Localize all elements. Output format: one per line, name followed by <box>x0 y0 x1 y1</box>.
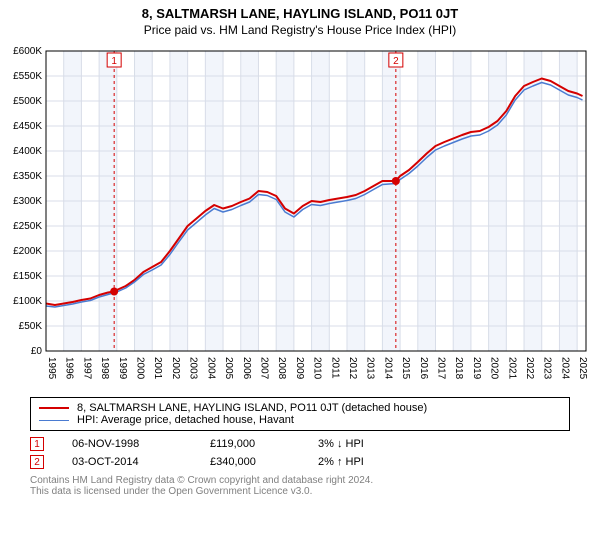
svg-text:£200K: £200K <box>13 246 42 257</box>
svg-text:£600K: £600K <box>13 46 42 57</box>
sale-marker-icon: 1 <box>30 437 44 451</box>
svg-text:£100K: £100K <box>13 296 42 307</box>
chart-subtitle: Price paid vs. HM Land Registry's House … <box>0 23 600 37</box>
svg-text:2025: 2025 <box>577 357 588 380</box>
svg-text:2011: 2011 <box>329 357 340 379</box>
svg-text:2018: 2018 <box>453 357 464 380</box>
svg-text:2001: 2001 <box>152 357 163 380</box>
price-chart: 1 2 £0 £50K £100K £150K £200K £250K £300K £350K £4… <box>0 41 600 391</box>
svg-text:2: 2 <box>393 56 399 67</box>
footer: Contains HM Land Registry data © Crown c… <box>30 475 570 497</box>
sale-hpi-delta: 3% ↓ HPI <box>318 438 364 450</box>
sale-row: 2 03-OCT-2014 £340,000 2% ↑ HPI <box>30 453 570 471</box>
footer-line: Contains HM Land Registry data © Crown c… <box>30 475 570 486</box>
svg-text:2007: 2007 <box>258 357 269 380</box>
svg-text:1998: 1998 <box>99 357 110 380</box>
sale-price: £340,000 <box>210 456 290 468</box>
svg-text:2022: 2022 <box>524 357 535 380</box>
svg-text:2024: 2024 <box>559 357 570 380</box>
svg-text:2004: 2004 <box>205 357 216 380</box>
svg-text:£150K: £150K <box>13 271 42 282</box>
svg-text:£450K: £450K <box>13 121 42 132</box>
svg-text:1997: 1997 <box>81 357 92 380</box>
sale-date: 03-OCT-2014 <box>72 456 182 468</box>
sale-price: £119,000 <box>210 438 290 450</box>
sale-row: 1 06-NOV-1998 £119,000 3% ↓ HPI <box>30 435 570 453</box>
legend-swatch-series-1 <box>39 420 69 421</box>
footer-line: This data is licensed under the Open Gov… <box>30 486 570 497</box>
chart-title: 8, SALTMARSH LANE, HAYLING ISLAND, PO11 … <box>0 0 600 21</box>
svg-text:£250K: £250K <box>13 221 42 232</box>
svg-text:£50K: £50K <box>19 321 43 332</box>
legend-row: HPI: Average price, detached house, Hava… <box>39 414 561 426</box>
svg-text:2009: 2009 <box>294 357 305 380</box>
svg-text:2003: 2003 <box>188 357 199 380</box>
legend-swatch-series-0 <box>39 407 69 409</box>
svg-text:2006: 2006 <box>241 357 252 380</box>
legend-row: 8, SALTMARSH LANE, HAYLING ISLAND, PO11 … <box>39 402 561 414</box>
svg-text:2019: 2019 <box>471 357 482 380</box>
sale-hpi-delta: 2% ↑ HPI <box>318 456 364 468</box>
svg-text:£300K: £300K <box>13 196 42 207</box>
legend-label: HPI: Average price, detached house, Hava… <box>77 414 294 426</box>
legend-label: 8, SALTMARSH LANE, HAYLING ISLAND, PO11 … <box>77 402 427 414</box>
svg-text:£500K: £500K <box>13 96 42 107</box>
svg-text:2012: 2012 <box>347 357 358 380</box>
svg-text:2010: 2010 <box>312 357 323 380</box>
svg-text:2014: 2014 <box>382 357 393 380</box>
svg-text:2000: 2000 <box>135 357 146 380</box>
svg-text:2002: 2002 <box>170 357 181 380</box>
svg-text:2016: 2016 <box>418 357 429 380</box>
sale-date: 06-NOV-1998 <box>72 438 182 450</box>
sale-marker-icon: 2 <box>30 455 44 469</box>
svg-text:£550K: £550K <box>13 71 42 82</box>
svg-text:1: 1 <box>111 56 117 67</box>
sales-list: 1 06-NOV-1998 £119,000 3% ↓ HPI 2 03-OCT… <box>30 435 570 471</box>
svg-text:2005: 2005 <box>223 357 234 380</box>
svg-text:1999: 1999 <box>117 357 128 380</box>
svg-text:2015: 2015 <box>400 357 411 380</box>
svg-text:£0: £0 <box>31 346 43 357</box>
svg-text:£400K: £400K <box>13 146 42 157</box>
svg-text:1996: 1996 <box>64 357 75 380</box>
legend: 8, SALTMARSH LANE, HAYLING ISLAND, PO11 … <box>30 397 570 431</box>
svg-text:2008: 2008 <box>276 357 287 380</box>
svg-text:2021: 2021 <box>506 357 517 380</box>
svg-text:2013: 2013 <box>365 357 376 380</box>
svg-text:2023: 2023 <box>542 357 553 380</box>
svg-text:1995: 1995 <box>46 357 57 380</box>
svg-text:2017: 2017 <box>436 357 447 380</box>
svg-text:2020: 2020 <box>489 357 500 380</box>
svg-text:£350K: £350K <box>13 171 42 182</box>
